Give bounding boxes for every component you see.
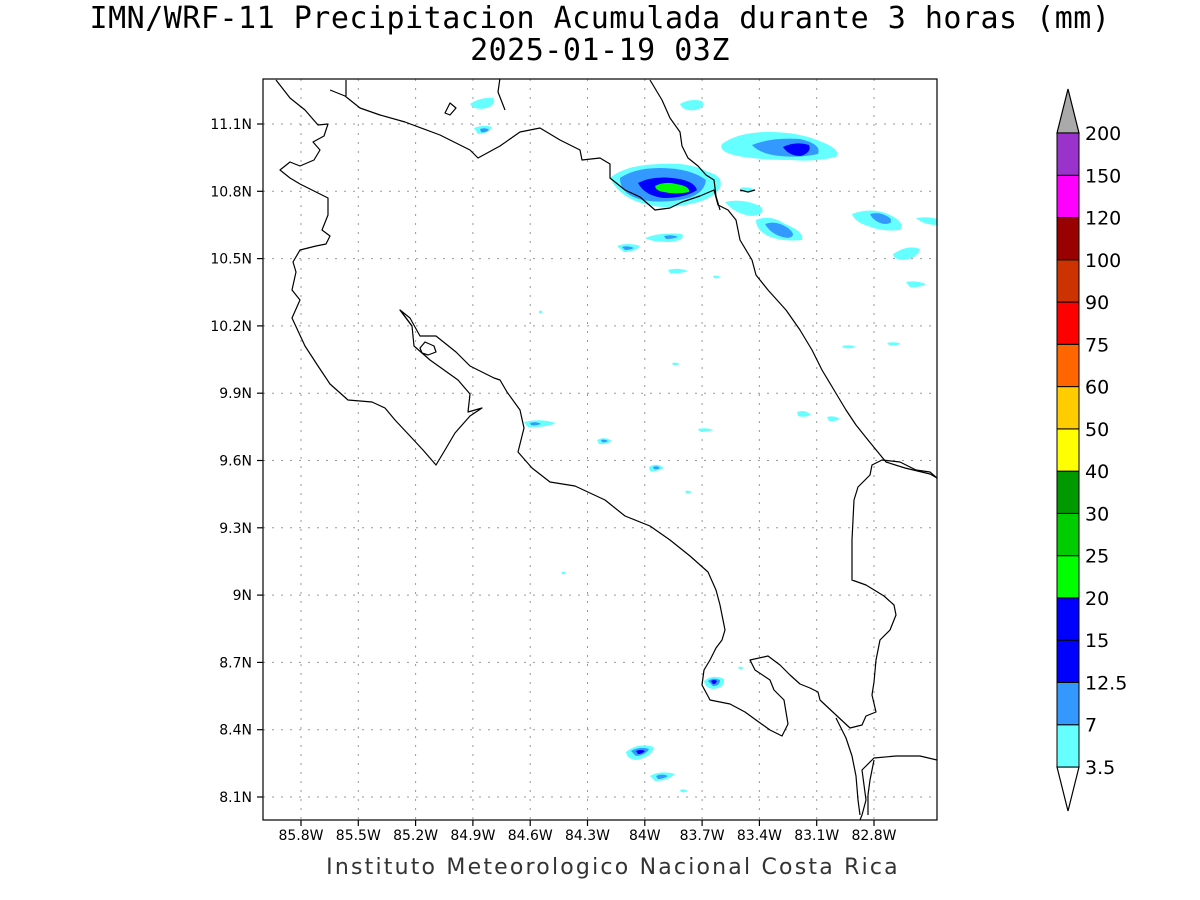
colorbar-level-label: 7 xyxy=(1085,715,1097,737)
latitude-tick-label: 11.1N xyxy=(210,117,252,133)
longitude-tick-label: 83.1W xyxy=(794,828,839,844)
colorbar-swatch xyxy=(1056,132,1080,176)
coastlines-borders xyxy=(275,79,937,820)
latitude-tick-labels: 11.1N 10.8N 10.5N 10.2N 9.9N 9.6N 9.3N 9N 8.7N 8.… xyxy=(210,117,263,806)
colorbar-swatch xyxy=(1056,386,1080,430)
latitude-tick-label: 9.6N xyxy=(219,454,252,470)
colorbar-swatch xyxy=(1056,639,1080,683)
precipitation-contours xyxy=(470,97,937,793)
map-footer-credit: Instituto Meteorologico Nacional Costa R… xyxy=(326,855,900,880)
latitude-tick-label: 10.2N xyxy=(210,319,252,335)
latitude-tick-label: 8.7N xyxy=(219,655,252,671)
colorbar-level-label: 90 xyxy=(1085,292,1109,314)
colorbar-swatch xyxy=(1056,259,1080,303)
colorbar-swatch xyxy=(1056,555,1080,599)
colorbar-bottom-arrow xyxy=(1056,766,1080,812)
colorbar-swatch xyxy=(1056,301,1080,345)
latitude-tick-label: 10.5N xyxy=(210,252,252,268)
latitude-tick-label: 9N xyxy=(233,588,252,604)
latitude-tick-label: 10.8N xyxy=(210,184,252,200)
longitude-tick-label: 83.7W xyxy=(680,828,725,844)
colorbar-swatch xyxy=(1056,681,1080,726)
colorbar-level-label: 20 xyxy=(1085,588,1109,610)
map-frame xyxy=(262,78,938,821)
colorbar-level-label: 3.5 xyxy=(1085,757,1115,779)
colorbar-level-label: 50 xyxy=(1085,419,1109,441)
longitude-tick-label: 82.8W xyxy=(851,828,896,844)
colorbar-swatch xyxy=(1056,512,1080,557)
latitude-tick-label: 9.9N xyxy=(219,386,252,402)
colorbar-level-label: 200 xyxy=(1085,123,1121,145)
map-title: IMN/WRF-11 Precipitacion Acumulada duran… xyxy=(89,1,1111,36)
colorbar-swatch xyxy=(1056,217,1080,261)
colorbar-swatch xyxy=(1056,174,1080,219)
latitude-tick-label: 8.4N xyxy=(219,723,252,739)
longitude-tick-label: 83.4W xyxy=(737,828,782,844)
longitude-tick-label: 84W xyxy=(629,828,661,844)
latitude-tick-label: 8.1N xyxy=(219,790,252,806)
graticule-gridlines xyxy=(263,79,937,820)
colorbar-swatch xyxy=(1056,597,1080,641)
longitude-tick-label: 84.9W xyxy=(450,828,495,844)
longitude-tick-label: 84.6W xyxy=(508,828,553,844)
colorbar-level-label: 120 xyxy=(1085,208,1121,230)
latitude-tick-label: 9.3N xyxy=(219,521,252,537)
colorbar-level-label: 15 xyxy=(1085,630,1109,652)
longitude-tick-label: 84.3W xyxy=(565,828,610,844)
colorbar-level-label: 25 xyxy=(1085,546,1109,568)
colorbar-top-arrow xyxy=(1056,88,1080,134)
colorbar-level-label: 150 xyxy=(1085,165,1121,187)
colorbar-swatch xyxy=(1056,428,1080,472)
colorbar-swatch xyxy=(1056,470,1080,514)
colorbar-level-label: 75 xyxy=(1085,334,1109,356)
precipitation-colorbar-legend: 3.5 7 12.5 15 20 25 30 40 50 60 75 90 100 120 150 200 xyxy=(1056,88,1127,812)
colorbar-level-label: 60 xyxy=(1085,377,1109,399)
map-subtitle-datetime: 2025-01-19 03Z xyxy=(470,33,730,68)
longitude-tick-label: 85.2W xyxy=(393,828,438,844)
longitude-tick-labels: 85.8W 85.5W 85.2W 84.9W 84.6W 84.3W 84W 83.7W 83… xyxy=(278,820,897,844)
colorbar-level-label: 100 xyxy=(1085,250,1121,272)
longitude-tick-label: 85.8W xyxy=(278,828,323,844)
colorbar-level-label: 40 xyxy=(1085,461,1109,483)
colorbar-swatch xyxy=(1056,343,1080,388)
colorbar-level-label: 12.5 xyxy=(1085,672,1127,694)
longitude-tick-label: 85.5W xyxy=(336,828,381,844)
colorbar-level-label: 30 xyxy=(1085,503,1109,525)
colorbar-swatch xyxy=(1056,724,1080,768)
